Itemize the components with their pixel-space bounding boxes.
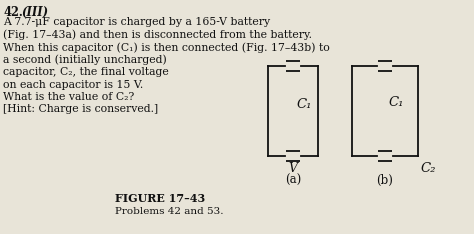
Text: [Hint: Charge is conserved.]: [Hint: Charge is conserved.] xyxy=(3,105,158,114)
Text: Problems 42 and 53.: Problems 42 and 53. xyxy=(115,207,224,216)
Text: (Fig. 17–43a) and then is disconnected from the battery.: (Fig. 17–43a) and then is disconnected f… xyxy=(3,29,312,40)
Text: C₁: C₁ xyxy=(296,99,311,111)
Text: (III): (III) xyxy=(21,6,48,19)
Text: V: V xyxy=(289,162,298,175)
Text: What is the value of C₂?: What is the value of C₂? xyxy=(3,92,134,102)
Text: 42.: 42. xyxy=(3,6,23,19)
Text: (a): (a) xyxy=(285,174,301,187)
Text: When this capacitor (C₁) is then connected (Fig. 17–43b) to: When this capacitor (C₁) is then connect… xyxy=(3,42,330,53)
Text: C₂: C₂ xyxy=(420,162,436,175)
Text: capacitor, C₂, the final voltage: capacitor, C₂, the final voltage xyxy=(3,67,169,77)
Text: (b): (b) xyxy=(376,174,393,187)
Text: C₁: C₁ xyxy=(388,96,403,110)
Text: a second (initially uncharged): a second (initially uncharged) xyxy=(3,55,167,65)
Text: A 7.7-μF capacitor is charged by a 165-V battery: A 7.7-μF capacitor is charged by a 165-V… xyxy=(3,17,270,27)
Text: FIGURE 17–43: FIGURE 17–43 xyxy=(115,193,205,204)
Text: on each capacitor is 15 V.: on each capacitor is 15 V. xyxy=(3,80,143,89)
